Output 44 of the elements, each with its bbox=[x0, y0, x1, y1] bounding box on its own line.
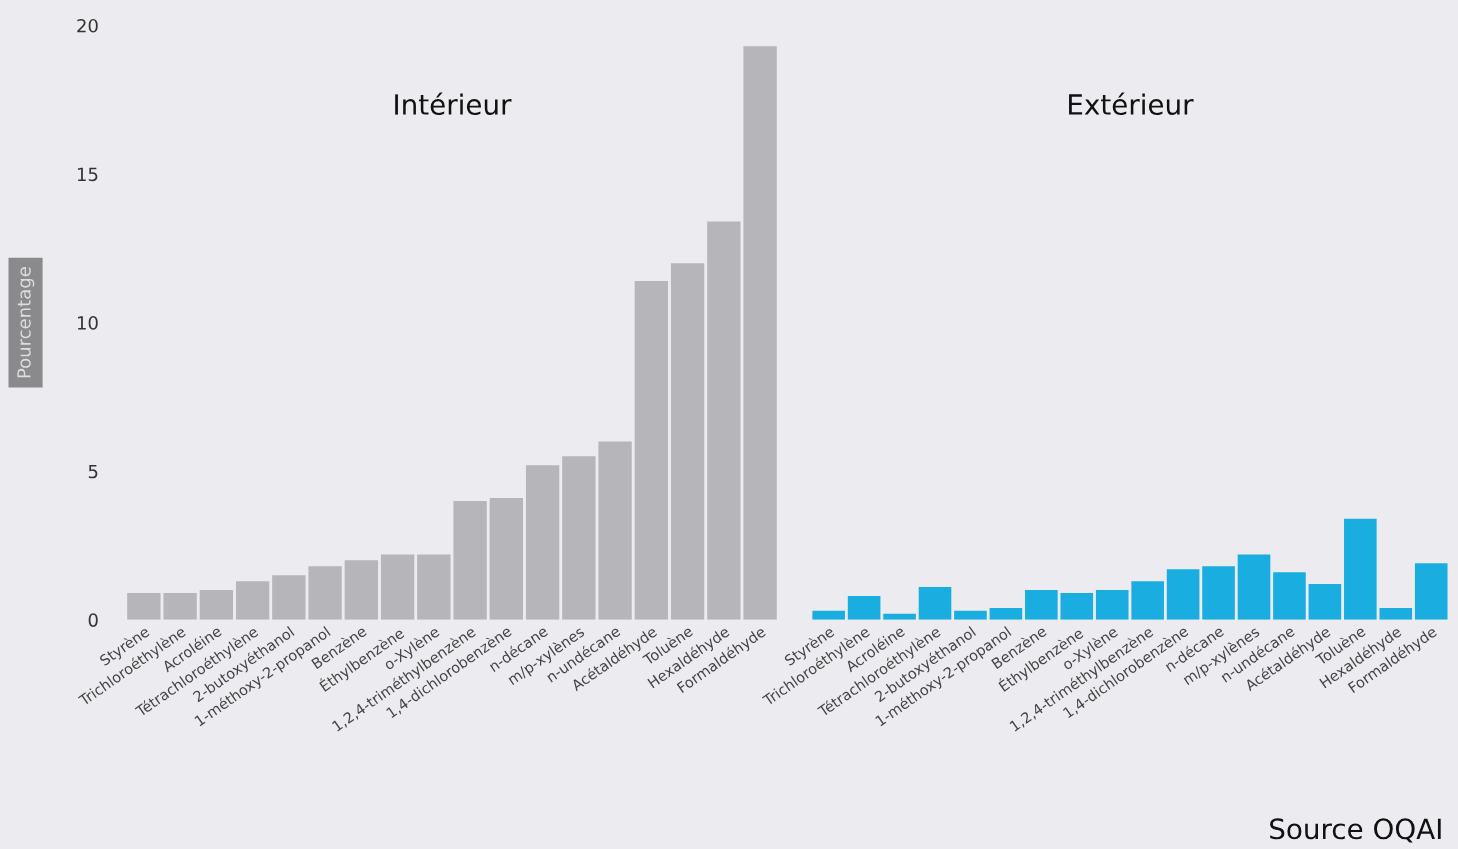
bar bbox=[1344, 518, 1377, 620]
bar bbox=[1166, 569, 1200, 620]
bar bbox=[1414, 563, 1448, 620]
bar bbox=[1131, 581, 1164, 620]
bar bbox=[235, 581, 270, 620]
source-note: Source OQAI bbox=[1270, 818, 1441, 843]
bar bbox=[1273, 572, 1306, 620]
bar bbox=[453, 500, 487, 620]
text: Extérieur bbox=[1069, 92, 1194, 116]
bar bbox=[918, 587, 952, 620]
bar bbox=[308, 566, 342, 620]
bar bbox=[272, 575, 306, 620]
y-tick-label: 0 bbox=[88, 613, 98, 627]
y-axis-title: Pourcentage bbox=[17, 267, 35, 378]
bar bbox=[743, 46, 777, 620]
bar bbox=[1202, 566, 1235, 620]
text: Intérieur bbox=[395, 92, 512, 116]
y-tick-label: 10 bbox=[77, 316, 98, 330]
bar bbox=[1095, 590, 1129, 620]
bar bbox=[489, 497, 524, 620]
bar bbox=[525, 465, 560, 620]
y-tick-label: 20 bbox=[77, 18, 98, 33]
bar bbox=[344, 560, 379, 620]
bar bbox=[707, 221, 741, 620]
bar bbox=[127, 593, 161, 620]
bar bbox=[1379, 607, 1413, 620]
bar bbox=[954, 610, 987, 620]
bar bbox=[1237, 554, 1271, 620]
bar bbox=[380, 554, 415, 620]
bar bbox=[989, 607, 1023, 620]
bar bbox=[1308, 584, 1342, 620]
bar bbox=[634, 281, 669, 620]
bar bbox=[847, 596, 881, 620]
bar bbox=[1060, 593, 1094, 620]
y-tick-label: 5 bbox=[88, 464, 98, 479]
bar bbox=[1025, 590, 1058, 620]
bar bbox=[417, 554, 451, 620]
bar bbox=[812, 610, 845, 620]
bar bbox=[199, 590, 234, 620]
bar bbox=[163, 593, 197, 620]
bar bbox=[562, 456, 596, 620]
bar bbox=[598, 441, 632, 620]
y-tick-label: 15 bbox=[77, 167, 98, 182]
bar bbox=[670, 263, 705, 620]
